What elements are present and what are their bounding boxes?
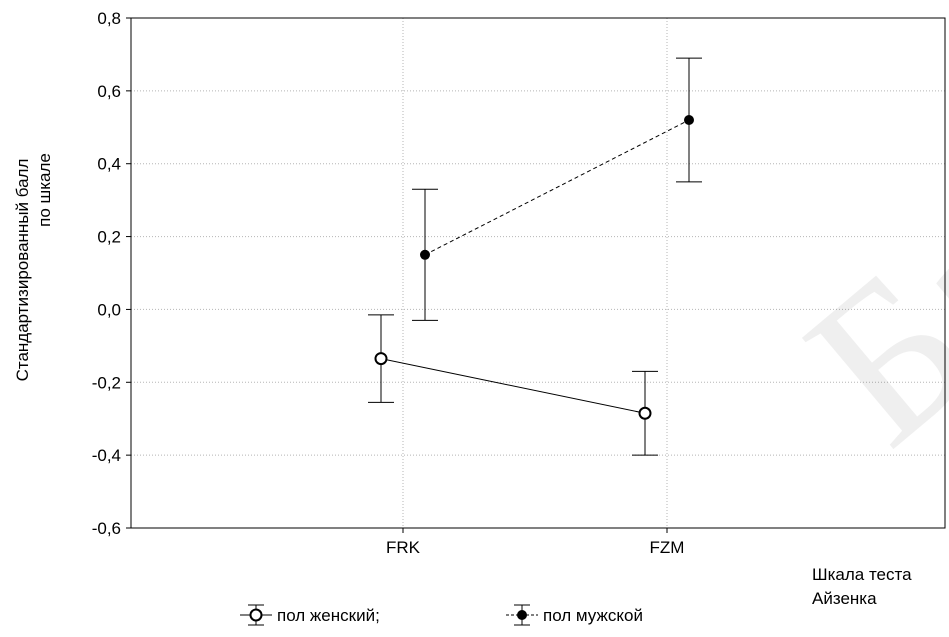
- y-tick-label: 0,2: [97, 228, 121, 247]
- data-point: [638, 406, 652, 420]
- y-tick-label: 0,6: [97, 82, 121, 101]
- x-axis-label-line1: Шкала теста: [812, 565, 912, 584]
- series-line: [380, 358, 646, 414]
- y-axis-ticks: 0,8 0,6 0,4 0,2 0,0 -0,2 -0,4 -0,6: [92, 9, 131, 538]
- x-axis-label-line2: Айзенка: [812, 589, 877, 608]
- y-axis-label-line1: Стандартизированный балл: [13, 159, 32, 382]
- y-tick-label: 0,4: [97, 155, 121, 174]
- series-line: [424, 119, 690, 256]
- legend-label-female: пол женский;: [277, 606, 380, 625]
- grid-lines: [131, 18, 945, 528]
- y-tick-label: 0,8: [97, 9, 121, 28]
- y-axis-label-line2: по шкале: [35, 153, 54, 227]
- legend: пол женский; пол мужской: [240, 604, 643, 626]
- x-axis-ticks: FRK FZM: [386, 528, 684, 557]
- legend-item-male: пол мужской: [506, 604, 643, 626]
- data-point: [684, 115, 694, 125]
- y-tick-label: -0,4: [92, 446, 121, 465]
- legend-marker-open-circle: [249, 608, 263, 622]
- legend-item-female: пол женский;: [240, 604, 380, 626]
- data-point: [420, 249, 430, 260]
- legend-marker-filled-circle: [517, 610, 527, 620]
- y-tick-label: 0,0: [97, 300, 121, 319]
- y-tick-label: -0,2: [92, 373, 121, 392]
- legend-label-male: пол мужской: [543, 606, 643, 625]
- plot-area-frame: [130, 17, 946, 529]
- x-tick-label: FZM: [650, 538, 685, 557]
- x-tick-label: FRK: [386, 538, 421, 557]
- series-layer: [368, 57, 702, 456]
- y-tick-label: -0,6: [92, 519, 121, 538]
- data-point: [374, 352, 388, 366]
